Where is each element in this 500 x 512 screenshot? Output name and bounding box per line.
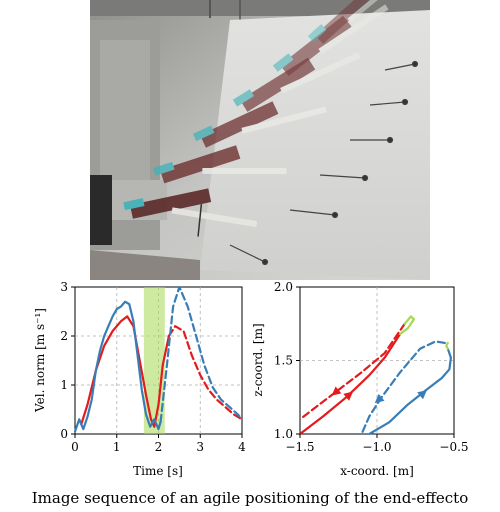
trajectory-arrow-0 [343,391,354,401]
velocity-ytick-label: 0 [60,427,68,441]
trajectory-plot: −1.5 −1.0 −0.5 1.0 1.5 2.0 x-coord. [m] z-coo… [251,280,469,478]
trajectory-arrow-1 [331,386,342,396]
velocity-xlabel: Time [s] [133,464,183,478]
velocity-ytick-label: 2 [60,329,68,343]
plots-panel: 0 1 2 3 4 0 1 2 3 Time [s] Vel. norm [m s⁻¹] −1.… [0,280,500,490]
trajectory-series-4 [445,341,449,350]
velocity-series-2 [73,300,162,433]
velocity-xtick-label: 1 [113,440,121,454]
trajectory-ytick-label: 1.0 [274,427,293,441]
trajectory-series-0 [298,332,402,436]
trajectory-ytick-label: 1.5 [274,354,293,368]
trajectory-series-5 [360,340,446,436]
velocity-series-1 [167,325,244,421]
trajectory-series-2 [399,315,416,336]
velocity-xtick-label: 4 [238,440,246,454]
velocity-ytick-label: 3 [60,280,68,294]
velocity-ytick-label: 1 [60,378,68,392]
trajectory-xtick-label: −0.5 [439,440,468,454]
velocity-ylabel: Vel. norm [m s⁻¹] [33,308,47,413]
trajectory-series-1 [298,322,406,421]
trajectory-xtick-label: −1.5 [285,440,314,454]
trajectory-ytick-label: 2.0 [274,280,293,294]
velocity-series-3 [159,285,244,423]
velocity-xtick-label: 2 [155,440,163,454]
trajectory-series-3 [368,347,452,436]
trajectory-xlabel: x-coord. [m] [340,464,414,478]
velocity-xtick-label: 3 [196,440,204,454]
trajectory-xtick-label: −1.0 [362,440,391,454]
drone-sequence-photo [90,0,430,280]
figure-caption: Image sequence of an agile positioning o… [31,489,469,507]
trajectory-arrow-2 [417,390,427,400]
velocity-plot: 0 1 2 3 4 0 1 2 3 Time [s] Vel. norm [m s⁻¹] [33,280,246,478]
trajectory-arrow-3 [374,393,385,404]
velocity-xtick-label: 0 [71,440,79,454]
trajectory-ylabel: z-coord. [m] [251,323,265,396]
